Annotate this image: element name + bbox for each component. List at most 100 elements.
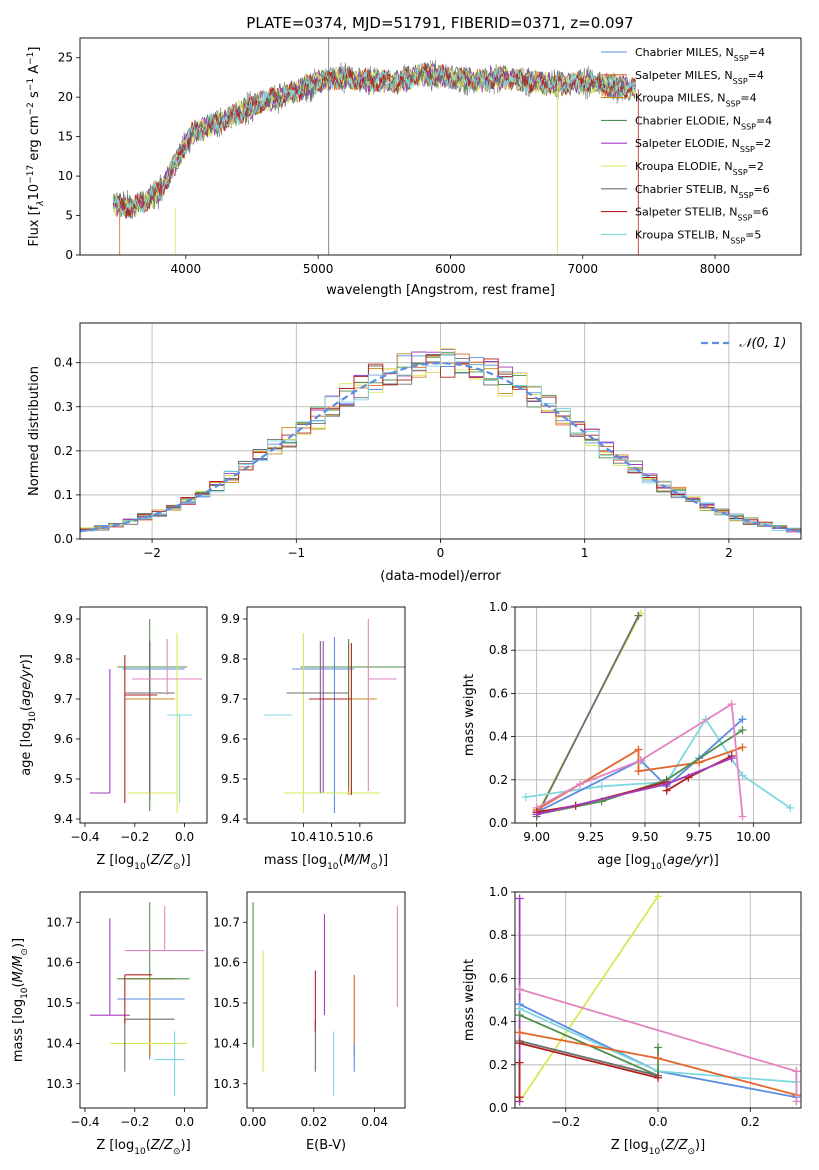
x-axis-label: Z [log10(Z/Z⊙)]: [96, 1138, 190, 1157]
legend-entry: Chabrier MILES, NSSP=4: [635, 46, 765, 63]
mass-weight-line: [535, 615, 640, 817]
x-tick-label: 9.50: [632, 830, 659, 844]
mass-weight-marker: [515, 1028, 524, 1037]
y-tick-label: 10.4: [213, 1036, 240, 1050]
mass-weight-marker: [654, 892, 662, 901]
y-tick-label: 0.0: [489, 1101, 508, 1115]
mass-weight-marker: [515, 1093, 524, 1102]
y-tick-label: 0.2: [54, 444, 73, 458]
x-tick-label: −0.2: [551, 1115, 580, 1129]
mass-weight-line: [519, 988, 797, 1073]
y-tick-label: 1.0: [489, 885, 508, 899]
mass-weight-marker: [576, 780, 584, 789]
x-tick-label: −0.2: [120, 830, 149, 844]
mass-weight-marker: [662, 780, 671, 789]
y-tick-label: 9.8: [221, 652, 240, 666]
x-tick-label: −0.4: [70, 1115, 99, 1129]
y-axis-label: mass weight: [462, 674, 477, 756]
x-tick-label: 0.0: [648, 1115, 667, 1129]
x-tick-label: 8000: [700, 262, 731, 276]
figure-title: PLATE=0374, MJD=51791, FIBERID=0371, z=0…: [246, 14, 633, 32]
y-tick-label: 9.5: [221, 772, 240, 786]
mass-weight-marker: [515, 894, 524, 903]
mass-weight-line: [536, 757, 733, 816]
y-tick-label: 10.7: [46, 915, 73, 929]
legend-entry: Salpeter ELODIE, NSSP=2: [635, 137, 771, 154]
x-tick-label: 0.0: [175, 830, 194, 844]
y-tick-label: 10.6: [213, 956, 240, 970]
residual-histogram-panel: −2 −1 0 1 2 0.0 0.1 0.2 0.3 0.4 𝒩(0, 1) (data-model…: [27, 322, 802, 584]
legend-entry: Chabrier ELODIE, NSSP=4: [635, 114, 772, 130]
x-axis-label: mass [log10(M/M⊙)]: [264, 853, 388, 872]
y-tick-label: 10.3: [213, 1077, 240, 1091]
spectrum-panel: 4000 5000 6000 7000 8000 0 5 10 15 20 25 Chabrier M…: [26, 37, 802, 298]
y-axis-label: Flux [fλ10−17 erg cm−2 s−1 A−1]: [26, 47, 46, 247]
x-tick-label: −0.2: [120, 1115, 149, 1129]
x-tick-label: 9.75: [686, 830, 713, 844]
legend-entry: Chabrier STELIB, NSSP=6: [635, 183, 770, 200]
x-tick-label: 5000: [303, 262, 334, 276]
y-tick-label: 10: [58, 169, 73, 183]
y-tick-label: 25: [58, 51, 73, 65]
y-tick-label: 9.7: [221, 692, 240, 706]
y-tick-label: 9.6: [221, 732, 240, 746]
y-tick-label: 0.3: [54, 400, 73, 414]
mass-weight-line: [525, 717, 791, 809]
metallicity-mass-weight-panel: −0.2 0.0 0.2 0.0 0.2 0.4 0.6 0.8 1.0 Z [log10(Z/Z…: [462, 885, 802, 1157]
y-tick-label: 10.7: [213, 915, 240, 929]
y-tick-label: 9.4: [54, 812, 73, 826]
x-tick-label: 9.25: [577, 830, 604, 844]
x-tick-label: 9.00: [523, 830, 550, 844]
x-axis-label: (data-model)/error: [380, 569, 501, 584]
axes-frame: [246, 606, 406, 824]
y-tick-label: 0.8: [489, 643, 508, 657]
x-tick-label: 10.00: [736, 830, 770, 844]
y-tick-label: 0.4: [489, 1015, 508, 1029]
x-tick-label: 7000: [567, 262, 598, 276]
x-tick-label: 6000: [435, 262, 466, 276]
y-tick-label: 0.4: [54, 356, 73, 370]
x-tick-label: 1: [581, 546, 589, 560]
histogram-kroupa-stelib: [80, 355, 801, 532]
legend-entry: Salpeter MILES, NSSP=4: [635, 69, 764, 86]
y-tick-label: 9.7: [54, 692, 73, 706]
axes-frame: [79, 606, 208, 824]
spectrum-lines: [112, 38, 639, 255]
mass-weight-marker: [515, 1039, 524, 1048]
y-tick-label: 0.0: [489, 816, 508, 830]
metallicity-mass-panel: −0.4 −0.2 0.0 10.3 10.4 10.5 10.6 10.7 Z [log10(…: [11, 891, 208, 1157]
mass-weight-marker: [727, 700, 736, 709]
mass-weight-marker: [786, 803, 795, 812]
x-tick-label: 0.02: [300, 1115, 327, 1129]
y-tick-label: 5: [65, 209, 73, 223]
axes-frame: [514, 891, 802, 1109]
y-tick-label: 0: [65, 248, 73, 262]
mass-weight-marker: [654, 1073, 662, 1082]
axes-frame: [514, 606, 802, 824]
mass-weight-marker: [634, 767, 643, 776]
legend-entry: Kroupa STELIB, NSSP=5: [635, 228, 761, 245]
y-tick-label: 20: [58, 90, 73, 104]
mass-weight-marker: [515, 985, 524, 994]
y-tick-label: 9.9: [221, 612, 240, 626]
y-axis-label: Normed distribution: [27, 366, 42, 496]
x-tick-label: 4000: [171, 262, 202, 276]
y-tick-label: 10.3: [46, 1077, 73, 1091]
y-tick-label: 0.1: [54, 488, 73, 502]
y-tick-label: 15: [58, 130, 73, 144]
y-tick-label: 0.6: [489, 971, 508, 985]
y-axis-label: mass [log10(M/M⊙)]: [11, 938, 30, 1062]
mass-weight-marker: [738, 715, 747, 724]
y-tick-label: 0.8: [489, 928, 508, 942]
y-tick-label: 9.5: [54, 772, 73, 786]
x-tick-label: −0.4: [70, 830, 99, 844]
y-axis-label: age [log10(age/yr)]: [19, 654, 38, 776]
y-tick-label: 10.5: [46, 996, 73, 1010]
mass-weight-marker: [738, 771, 747, 780]
y-axis-label: mass weight: [462, 959, 477, 1041]
x-axis-label: age [log10(age/yr)]: [597, 853, 719, 872]
x-tick-label: 10.6: [346, 830, 373, 844]
x-tick-label: 2: [725, 546, 733, 560]
x-axis-label: Z [log10(Z/Z⊙)]: [611, 1138, 705, 1157]
model-spectrum-kroupa-stelib: [112, 63, 636, 217]
